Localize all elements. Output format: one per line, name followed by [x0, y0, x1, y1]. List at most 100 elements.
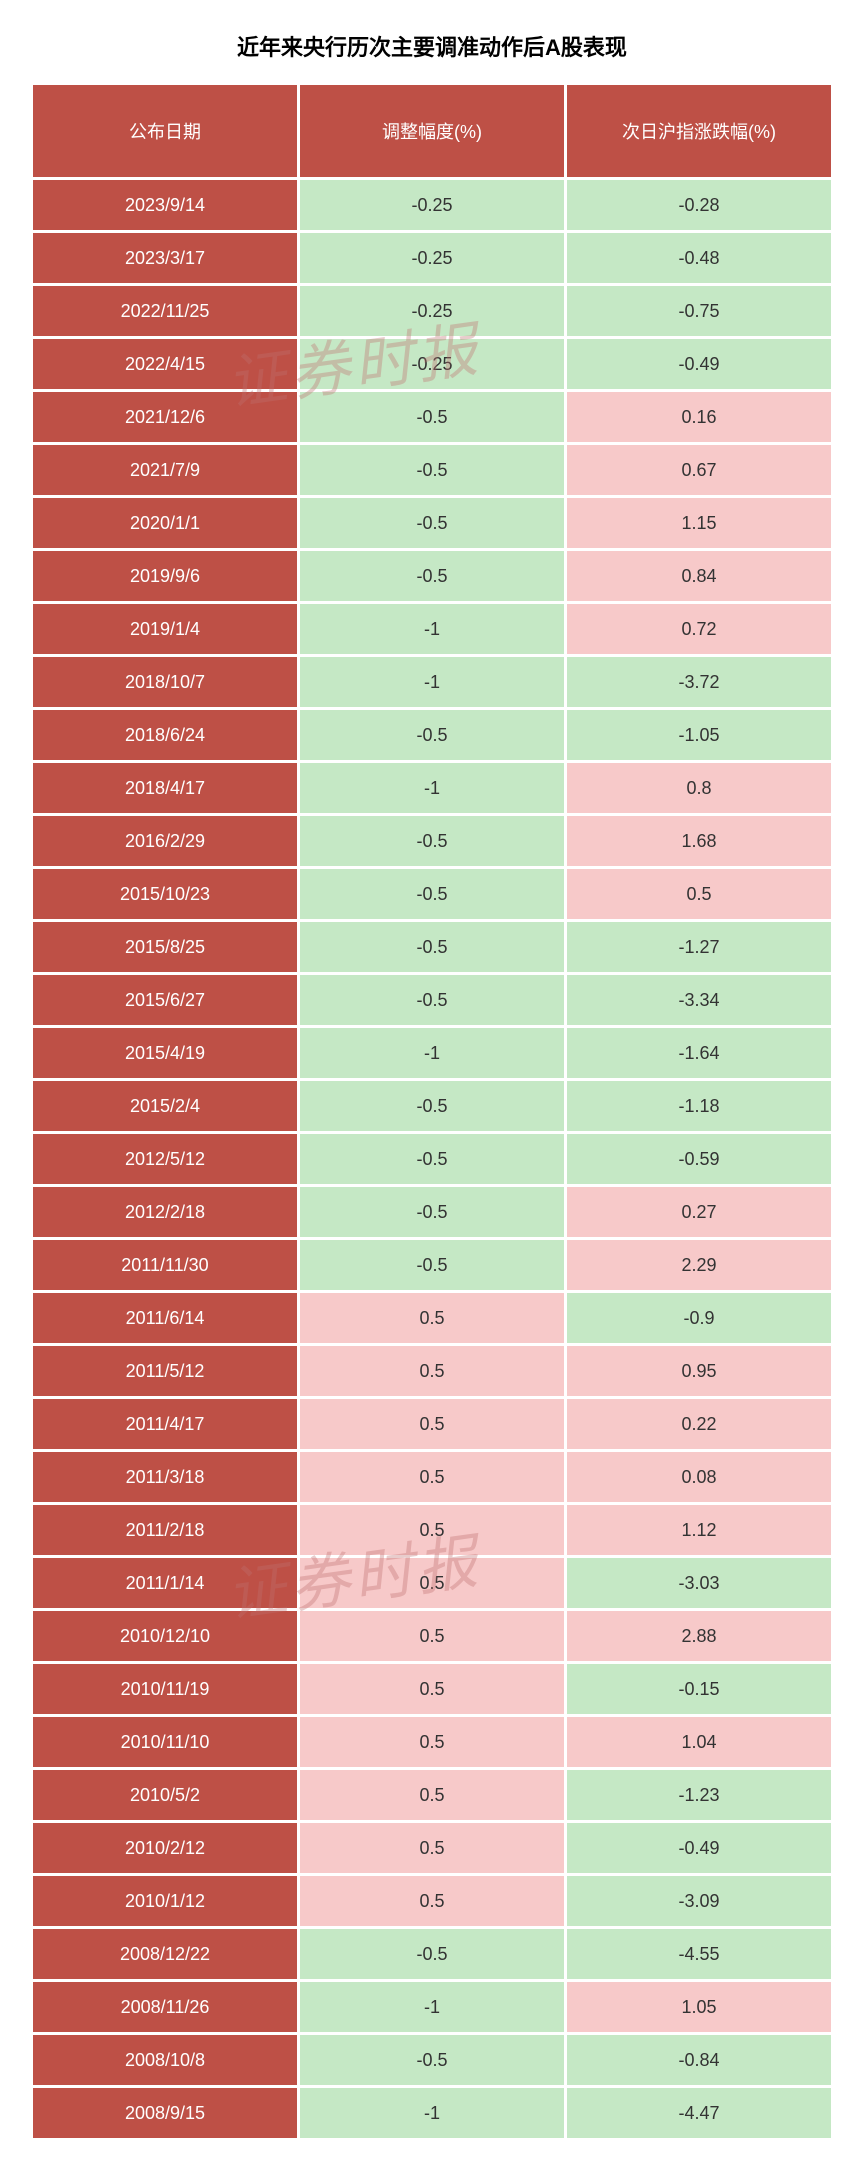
date-cell: 2021/7/9 — [33, 445, 297, 495]
adjustment-cell: -1 — [300, 763, 564, 813]
next-day-cell: -4.47 — [567, 2088, 831, 2138]
date-cell: 2018/4/17 — [33, 763, 297, 813]
adjustment-cell: 0.5 — [300, 1823, 564, 1873]
date-cell: 2012/5/12 — [33, 1134, 297, 1184]
table-row: 2011/4/170.50.22 — [33, 1399, 831, 1449]
date-cell: 2011/3/18 — [33, 1452, 297, 1502]
next-day-cell: 0.67 — [567, 445, 831, 495]
date-cell: 2011/6/14 — [33, 1293, 297, 1343]
date-cell: 2015/2/4 — [33, 1081, 297, 1131]
table-row: 2019/9/6-0.50.84 — [33, 551, 831, 601]
adjustment-cell: 0.5 — [300, 1293, 564, 1343]
next-day-cell: 1.68 — [567, 816, 831, 866]
next-day-cell: -1.05 — [567, 710, 831, 760]
table-row: 2011/2/180.51.12 — [33, 1505, 831, 1555]
table-row: 2022/4/15-0.25-0.49 — [33, 339, 831, 389]
next-day-cell: 0.84 — [567, 551, 831, 601]
next-day-cell: 1.12 — [567, 1505, 831, 1555]
table-row: 2011/11/30-0.52.29 — [33, 1240, 831, 1290]
next-day-cell: -0.15 — [567, 1664, 831, 1714]
next-day-cell: 1.04 — [567, 1717, 831, 1767]
next-day-cell: -4.55 — [567, 1929, 831, 1979]
next-day-cell: 2.29 — [567, 1240, 831, 1290]
adjustment-cell: -0.5 — [300, 1187, 564, 1237]
table-row: 2010/12/100.52.88 — [33, 1611, 831, 1661]
table-row: 2022/11/25-0.25-0.75 — [33, 286, 831, 336]
date-cell: 2015/6/27 — [33, 975, 297, 1025]
date-cell: 2011/11/30 — [33, 1240, 297, 1290]
date-cell: 2010/11/19 — [33, 1664, 297, 1714]
adjustment-cell: -0.5 — [300, 816, 564, 866]
date-cell: 2023/9/14 — [33, 180, 297, 230]
adjustment-cell: 0.5 — [300, 1558, 564, 1608]
table-row: 2021/7/9-0.50.67 — [33, 445, 831, 495]
table-row: 2023/3/17-0.25-0.48 — [33, 233, 831, 283]
date-cell: 2022/4/15 — [33, 339, 297, 389]
date-cell: 2008/12/22 — [33, 1929, 297, 1979]
next-day-cell: -1.23 — [567, 1770, 831, 1820]
table-row: 2008/12/22-0.5-4.55 — [33, 1929, 831, 1979]
next-day-cell: -0.9 — [567, 1293, 831, 1343]
table-row: 2008/11/26-11.05 — [33, 1982, 831, 2032]
adjustment-cell: 0.5 — [300, 1505, 564, 1555]
adjustment-cell: -0.5 — [300, 922, 564, 972]
date-cell: 2015/10/23 — [33, 869, 297, 919]
table-row: 2010/11/100.51.04 — [33, 1717, 831, 1767]
date-cell: 2008/11/26 — [33, 1982, 297, 2032]
date-cell: 2016/2/29 — [33, 816, 297, 866]
next-day-cell: -1.27 — [567, 922, 831, 972]
adjustment-cell: -0.25 — [300, 286, 564, 336]
table-row: 2020/1/1-0.51.15 — [33, 498, 831, 548]
next-day-cell: 0.16 — [567, 392, 831, 442]
next-day-cell: -3.34 — [567, 975, 831, 1025]
date-cell: 2021/12/6 — [33, 392, 297, 442]
adjustment-cell: 0.5 — [300, 1876, 564, 1926]
table-row: 2010/11/190.5-0.15 — [33, 1664, 831, 1714]
next-day-cell: -0.75 — [567, 286, 831, 336]
table-row: 2011/5/120.50.95 — [33, 1346, 831, 1396]
adjustment-cell: -1 — [300, 2088, 564, 2138]
next-day-cell: 0.08 — [567, 1452, 831, 1502]
next-day-cell: -0.84 — [567, 2035, 831, 2085]
date-cell: 2011/2/18 — [33, 1505, 297, 1555]
date-cell: 2015/4/19 — [33, 1028, 297, 1078]
adjustment-cell: -0.5 — [300, 869, 564, 919]
next-day-cell: -1.64 — [567, 1028, 831, 1078]
page-title: 近年来央行历次主要调准动作后A股表现 — [30, 20, 834, 82]
adjustment-cell: -0.5 — [300, 1134, 564, 1184]
adjustment-cell: -0.5 — [300, 392, 564, 442]
adjustment-cell: 0.5 — [300, 1770, 564, 1820]
table-row: 2011/6/140.5-0.9 — [33, 1293, 831, 1343]
table-row: 2011/3/180.50.08 — [33, 1452, 831, 1502]
date-cell: 2010/5/2 — [33, 1770, 297, 1820]
table-row: 2010/2/120.5-0.49 — [33, 1823, 831, 1873]
table-header-0: 公布日期 — [33, 85, 297, 177]
table-row: 2015/6/27-0.5-3.34 — [33, 975, 831, 1025]
date-cell: 2020/1/1 — [33, 498, 297, 548]
table-row: 2021/12/6-0.50.16 — [33, 392, 831, 442]
table-header-2: 次日沪指涨跌幅(%) — [567, 85, 831, 177]
date-cell: 2022/11/25 — [33, 286, 297, 336]
next-day-cell: 1.15 — [567, 498, 831, 548]
table-row: 2015/4/19-1-1.64 — [33, 1028, 831, 1078]
adjustment-cell: 0.5 — [300, 1717, 564, 1767]
adjustment-cell: 0.5 — [300, 1611, 564, 1661]
table-header-1: 调整幅度(%) — [300, 85, 564, 177]
table-row: 2011/1/140.5-3.03 — [33, 1558, 831, 1608]
date-cell: 2010/1/12 — [33, 1876, 297, 1926]
next-day-cell: -3.03 — [567, 1558, 831, 1608]
data-table: 公布日期调整幅度(%)次日沪指涨跌幅(%) 2023/9/14-0.25-0.2… — [30, 82, 834, 2141]
table-row: 2010/5/20.5-1.23 — [33, 1770, 831, 1820]
adjustment-cell: -1 — [300, 1982, 564, 2032]
table-row: 2019/1/4-10.72 — [33, 604, 831, 654]
adjustment-cell: -0.25 — [300, 233, 564, 283]
date-cell: 2018/6/24 — [33, 710, 297, 760]
adjustment-cell: -0.25 — [300, 180, 564, 230]
adjustment-cell: -0.5 — [300, 1929, 564, 1979]
date-cell: 2019/9/6 — [33, 551, 297, 601]
adjustment-cell: -0.5 — [300, 498, 564, 548]
table-row: 2018/4/17-10.8 — [33, 763, 831, 813]
date-cell: 2011/1/14 — [33, 1558, 297, 1608]
next-day-cell: -0.28 — [567, 180, 831, 230]
table-row: 2023/9/14-0.25-0.28 — [33, 180, 831, 230]
